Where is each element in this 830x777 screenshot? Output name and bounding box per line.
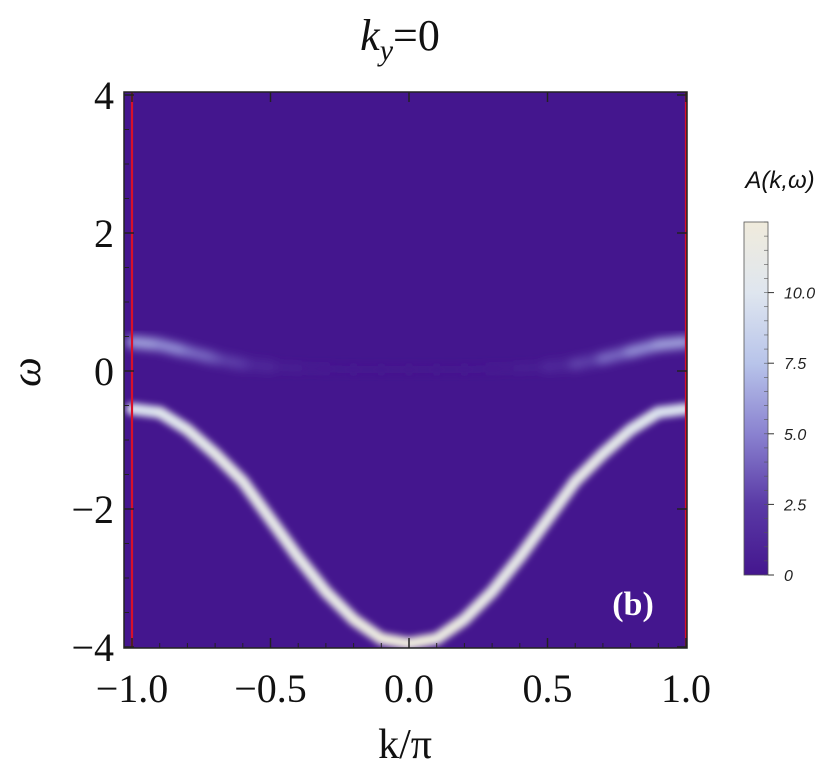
colorbar-tick-label: 2.5 <box>783 497 806 514</box>
axis-ticks: −1.0 −0.5 0.0 0.5 1.0 −4 −2 0 2 4 <box>71 73 711 711</box>
band-segment <box>596 423 637 460</box>
colorbar-ticks: 0 2.5 5.0 7.5 10.0 <box>764 221 815 585</box>
band-segment <box>319 585 360 626</box>
colorbar-title: A(k,ω) <box>743 167 814 194</box>
y-tick-label: 4 <box>94 73 114 118</box>
band-segment <box>460 364 497 374</box>
band-segment <box>486 551 526 598</box>
band-segment <box>236 358 277 373</box>
colorbar-tick-label: 5.0 <box>784 427 806 444</box>
colorbar-tick-label: 0 <box>784 568 793 585</box>
chart-title-rest: =0 <box>393 11 440 60</box>
band-segment <box>209 447 249 488</box>
x-tick-label: −1.0 <box>96 666 169 711</box>
x-tick-label: 0.0 <box>384 666 434 711</box>
band-segment <box>321 364 358 374</box>
band-segment <box>294 364 330 373</box>
band-segment <box>652 336 687 351</box>
zone-boundaries <box>130 92 688 648</box>
band-segment <box>264 513 305 564</box>
bands-layer <box>126 336 687 648</box>
band-segment <box>652 402 687 419</box>
y-axis-label: ω <box>4 357 50 387</box>
band-segment <box>292 551 332 598</box>
colorbar <box>743 221 769 576</box>
band-segment <box>181 423 222 460</box>
x-tick-label: −0.5 <box>234 666 307 711</box>
lower-band <box>126 402 687 648</box>
band-segment <box>541 475 582 526</box>
chart-title-subscript: y <box>377 34 394 67</box>
band-segment <box>488 364 524 373</box>
y-tick-label: −4 <box>71 625 114 670</box>
y-tick-label: −2 <box>71 487 114 532</box>
y-tick-label: 2 <box>94 211 114 256</box>
x-axis-label: k/π <box>378 722 432 768</box>
band-segment <box>569 447 609 488</box>
colorbar-tick-label: 10.0 <box>784 286 815 303</box>
colorbar-tick-label: 7.5 <box>784 356 806 373</box>
upper-band <box>126 336 687 374</box>
plot-frame <box>123 91 688 649</box>
y-tick-label: 0 <box>94 349 114 394</box>
chart-title-main: k <box>360 11 381 60</box>
band-segment <box>513 513 554 564</box>
x-tick-label: 0.5 <box>523 666 573 711</box>
band-segment <box>266 362 303 373</box>
band-segment <box>458 585 499 626</box>
x-tick-label: 1.0 <box>661 666 711 711</box>
band-segment <box>236 475 277 526</box>
panel-label: (b) <box>612 586 654 623</box>
chart-title: ky=0 <box>360 11 440 67</box>
